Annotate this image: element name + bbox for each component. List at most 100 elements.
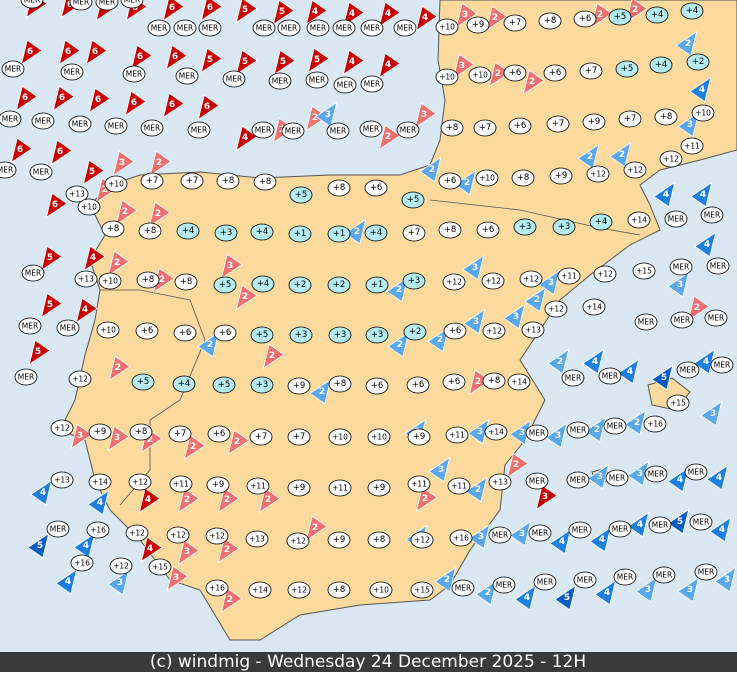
wind-triangle bbox=[509, 520, 532, 547]
station-ellipse bbox=[174, 273, 198, 291]
wind-speed: 4 bbox=[719, 525, 725, 535]
station-label: +15 bbox=[152, 563, 168, 572]
station-ellipse bbox=[31, 112, 55, 130]
wind-speed: 4 bbox=[663, 190, 669, 200]
station-ellipse bbox=[669, 258, 693, 276]
wind-speed: 3 bbox=[724, 575, 730, 585]
station-ellipse bbox=[168, 425, 192, 443]
station-ellipse bbox=[659, 150, 683, 168]
station-label: +10 bbox=[100, 326, 116, 335]
station-label: +8 bbox=[222, 176, 235, 186]
wind-arrow: 3 bbox=[107, 425, 130, 452]
wind-arrow: 5 bbox=[28, 339, 51, 366]
station-ellipse bbox=[175, 67, 199, 85]
wind-speed: 5 bbox=[47, 300, 53, 310]
station-ellipse bbox=[109, 557, 133, 575]
wind-triangle bbox=[130, 44, 153, 71]
station-ellipse bbox=[582, 113, 606, 131]
station-ellipse bbox=[287, 428, 311, 446]
station-label: +6 bbox=[514, 121, 527, 131]
wind-triangle bbox=[455, 2, 478, 29]
station-label: +5 bbox=[219, 280, 232, 290]
station-label: MER bbox=[73, 0, 89, 7]
wind-speed: 2 bbox=[597, 10, 603, 20]
wind-arrow: 2 bbox=[115, 199, 138, 226]
wind-speed: 6 bbox=[27, 47, 33, 57]
wind-triangle bbox=[547, 348, 570, 375]
station-ellipse bbox=[451, 579, 475, 597]
station-ellipse bbox=[95, 0, 119, 11]
station-ellipse bbox=[482, 322, 506, 340]
wind-triangle bbox=[667, 271, 690, 298]
station-label: +12 bbox=[291, 586, 307, 595]
station-ellipse bbox=[582, 298, 606, 316]
station-label: +11 bbox=[173, 480, 189, 489]
wind-triangle bbox=[635, 576, 658, 603]
wind-speed: 2 bbox=[529, 77, 535, 87]
station-ellipse bbox=[0, 161, 17, 179]
wind-arrow: 4 bbox=[55, 568, 78, 595]
station-label: +12 bbox=[170, 531, 186, 540]
wind-speed: 6 bbox=[52, 200, 58, 210]
station-ellipse bbox=[50, 419, 74, 437]
wind-triangle bbox=[107, 425, 130, 452]
wind-speed: 5 bbox=[280, 57, 286, 67]
wind-arrow: 6 bbox=[197, 94, 220, 121]
station-label: MER bbox=[22, 322, 38, 331]
station-ellipse bbox=[173, 324, 197, 342]
wind-speed: 6 bbox=[207, 3, 213, 13]
station-label: MER bbox=[50, 525, 66, 534]
station-ellipse bbox=[166, 526, 190, 544]
wind-triangle bbox=[87, 489, 110, 516]
station-ellipse bbox=[407, 475, 431, 493]
station-ellipse bbox=[365, 377, 389, 395]
station-label: MER bbox=[698, 568, 714, 577]
wind-speed: 2 bbox=[694, 303, 700, 313]
wind-speed: 4 bbox=[524, 593, 530, 603]
wind-arrow: 4 bbox=[415, 5, 438, 32]
station-label: MER bbox=[656, 571, 672, 580]
station-ellipse bbox=[670, 311, 694, 329]
station-ellipse bbox=[676, 361, 700, 379]
wind-speed: 6 bbox=[169, 3, 175, 13]
wind-arrow: 6 bbox=[162, 0, 185, 22]
station-label: +7 bbox=[408, 228, 421, 238]
wind-speed: 5 bbox=[564, 593, 570, 603]
station-label: MER bbox=[577, 576, 593, 585]
station-ellipse bbox=[666, 394, 690, 412]
station-label: +6 bbox=[482, 225, 495, 235]
wind-arrow: 2 bbox=[258, 487, 281, 514]
station-ellipse bbox=[68, 115, 92, 133]
station-ellipse bbox=[706, 257, 730, 275]
station-label: +16 bbox=[647, 420, 663, 429]
station-ellipse bbox=[328, 428, 352, 446]
wind-triangle bbox=[653, 181, 676, 208]
wind-arrow: 3 bbox=[509, 520, 532, 547]
wind-arrow: 6 bbox=[58, 39, 81, 66]
wind-speed: 3 bbox=[325, 110, 331, 120]
wind-speed: 4 bbox=[312, 7, 318, 17]
wind-triangle bbox=[307, 47, 330, 74]
wind-speed: 6 bbox=[59, 93, 65, 103]
wind-arrow: 4 bbox=[378, 52, 401, 79]
wind-speed: 3 bbox=[677, 280, 683, 290]
station-ellipse bbox=[169, 475, 193, 493]
wind-speed: 5 bbox=[242, 5, 248, 15]
station-label: MER bbox=[60, 324, 76, 333]
station-label: +9 bbox=[94, 427, 107, 437]
wind-triangle bbox=[258, 487, 281, 514]
wind-arrow: 5 bbox=[40, 245, 63, 272]
station-ellipse bbox=[406, 376, 430, 394]
station-label: +7 bbox=[509, 18, 522, 28]
wind-arrow: 6 bbox=[165, 44, 188, 71]
wind-arrow: 2 bbox=[149, 150, 172, 177]
wind-arrow: 5 bbox=[554, 584, 577, 611]
station-ellipse bbox=[216, 172, 240, 190]
wind-arrow: 2 bbox=[262, 343, 285, 370]
wind-triangle bbox=[227, 429, 250, 456]
station-label: MER bbox=[364, 80, 380, 89]
station-ellipse bbox=[104, 117, 128, 135]
wind-speed: 3 bbox=[119, 158, 125, 168]
wind-triangle bbox=[85, 39, 108, 66]
wind-speed: 4 bbox=[349, 9, 355, 19]
